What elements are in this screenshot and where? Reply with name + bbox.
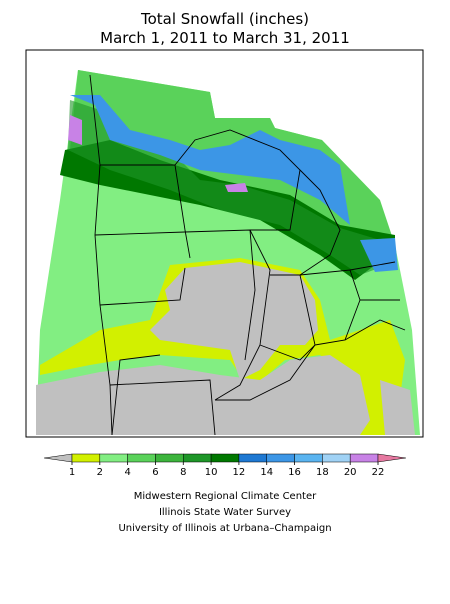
snow-region bbox=[68, 115, 82, 145]
legend-swatch bbox=[266, 453, 295, 463]
map bbox=[25, 49, 424, 438]
legend-tick-label: 18 bbox=[316, 467, 329, 478]
legend-tick-label: 16 bbox=[288, 467, 301, 478]
legend-swatch bbox=[155, 453, 184, 463]
snow-region bbox=[150, 262, 318, 380]
legend-tick-label: 8 bbox=[180, 467, 186, 478]
snow-region bbox=[380, 380, 415, 435]
credits: Midwestern Regional Climate Center Illin… bbox=[118, 491, 331, 534]
map-subtitle: March 1, 2011 to March 31, 2011 bbox=[100, 29, 350, 47]
snow-region bbox=[225, 183, 248, 192]
legend-tick-label: 4 bbox=[124, 467, 130, 478]
credit-line: University of Illinois at Urbana–Champai… bbox=[118, 523, 331, 534]
legend-swatch bbox=[71, 453, 101, 463]
legend-tick-label: 14 bbox=[260, 467, 273, 478]
legend-swatch bbox=[294, 453, 323, 463]
legend-tick-label: 6 bbox=[152, 467, 158, 478]
legend-swatch bbox=[238, 453, 267, 463]
legend-swatch bbox=[127, 453, 156, 463]
map-title: Total Snowfall (inches) bbox=[140, 10, 309, 28]
legend-swatch bbox=[99, 453, 128, 463]
state-borders bbox=[89, 74, 406, 436]
legend: 1 2 4 6 8 10 12 14 16 18 20 22 bbox=[44, 453, 406, 478]
credit-line: Midwestern Regional Climate Center bbox=[134, 491, 317, 502]
legend-swatch bbox=[210, 453, 240, 463]
snow-region bbox=[36, 355, 370, 435]
legend-arrow bbox=[44, 453, 73, 463]
legend-tick-label: 1 bbox=[69, 467, 75, 478]
legend-tick-label: 22 bbox=[372, 467, 385, 478]
legend-tick-label: 20 bbox=[344, 467, 357, 478]
legend-arrow bbox=[377, 453, 406, 463]
legend-tick-label: 10 bbox=[205, 467, 218, 478]
credit-line: Illinois State Water Survey bbox=[159, 507, 291, 518]
snow-region bbox=[70, 95, 350, 225]
legend-swatch bbox=[349, 453, 379, 463]
legend-tick-label: 12 bbox=[233, 467, 246, 478]
legend-swatch bbox=[322, 453, 351, 463]
legend-tick-label: 2 bbox=[97, 467, 103, 478]
legend-swatch bbox=[183, 453, 212, 463]
